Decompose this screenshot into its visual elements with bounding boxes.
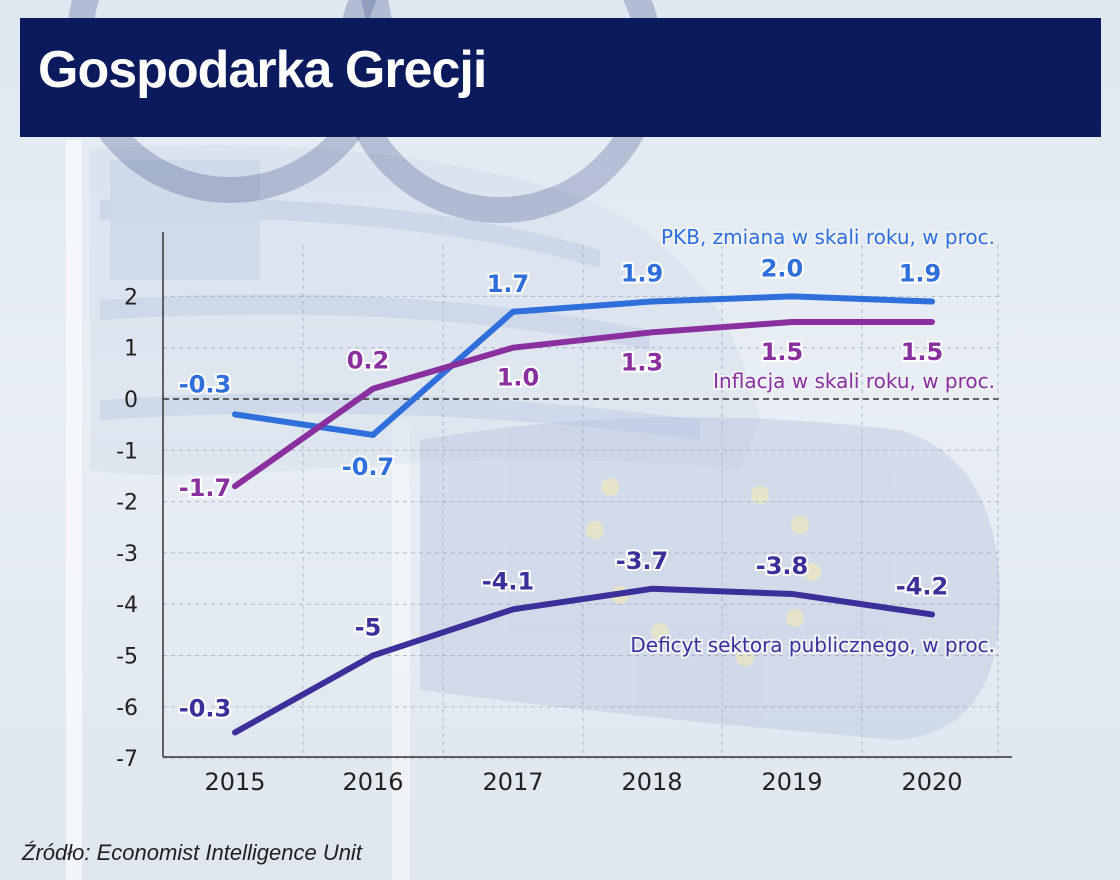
x-tick-label: 2016 [342,768,403,796]
data-label: -3.8 [756,552,808,580]
x-tick-label: 2019 [761,768,822,796]
series-line [232,585,935,736]
y-tick-label: -2 [116,491,138,516]
y-tick-label: -5 [116,645,138,670]
series-label: Inflacja w skali roku, w proc. [713,369,995,393]
series-label: PKB, zmiana w skali roku, w proc. [661,225,995,249]
y-tick-label: -7 [116,747,138,772]
data-label: 0.2 [347,347,390,375]
data-label: 1.3 [621,348,664,376]
data-label: 1.9 [899,260,942,288]
x-axis-ticks: 2015 2016 2017 2018 2019 2020 [204,768,962,796]
x-tick-label: 2018 [621,768,682,796]
data-label: -3.7 [616,547,668,575]
data-labels: -0.3 -0.7 1.7 1.9 2.0 1.9 -1.7 0.2 1.0 1.3 1.5 1.5 -… [177,252,950,724]
data-label: 1.7 [487,270,530,298]
greek-flag-graphic [90,145,760,475]
data-label: -1.7 [179,474,231,502]
title-bar: Gospodarka Grecji [20,18,1101,137]
source-note: Źródło: Economist Intelligence Unit [22,840,362,865]
data-label: 2.0 [761,254,804,282]
data-label: -5 [355,614,382,642]
y-tick-label: 2 [124,285,138,310]
data-label: -4.1 [482,567,534,595]
chart-axes [162,232,1012,758]
x-tick-label: 2020 [901,768,962,796]
x-tick-label: 2015 [204,768,265,796]
page-title: Gospodarka Grecji [38,41,487,99]
series-lines [232,293,935,736]
data-label: 1.0 [497,364,540,392]
series-line [232,319,935,490]
x-tick-label: 2017 [482,768,543,796]
series-labels: PKB, zmiana w skali roku, w proc. Inflacj… [628,223,997,659]
flag-pole-left [66,140,82,880]
y-tick-label: 1 [124,337,138,362]
y-tick-label: -3 [116,542,138,567]
series-line [232,293,935,438]
y-tick-label: -1 [116,439,138,464]
eu-flag-graphic [420,417,1000,740]
series-label: Deficyt sektora publicznego, w proc. [630,633,995,657]
y-tick-label: -6 [116,696,138,721]
data-label: -0.3 [179,694,231,722]
data-label: -0.3 [179,370,231,398]
data-label: -0.7 [342,453,394,481]
y-axis-ticks: 2 1 0 -1 -2 -3 -4 -5 -6 -7 [116,285,138,772]
data-label: -4.2 [896,572,948,600]
eu-flag-stars [586,478,821,666]
data-label: 1.5 [901,338,944,366]
y-tick-label: 0 [124,388,138,413]
data-label: 1.9 [621,260,664,288]
flag-pole-center [392,420,410,880]
y-tick-label: -4 [116,593,138,618]
data-label: 1.5 [761,338,804,366]
